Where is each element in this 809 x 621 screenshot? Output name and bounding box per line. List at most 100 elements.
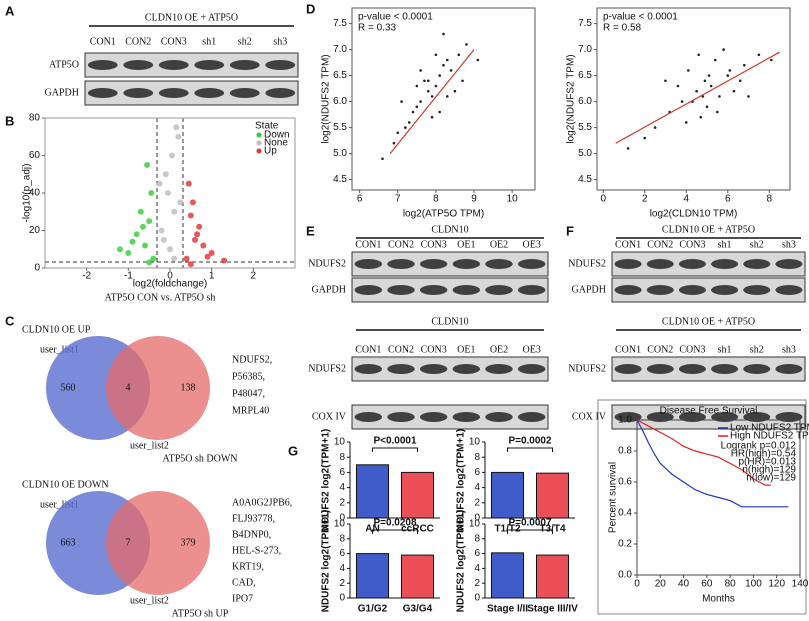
- blot-band: [614, 259, 642, 269]
- volcano-point: [171, 208, 178, 215]
- lane-label: CON1: [355, 239, 381, 250]
- volcano-point: [160, 236, 167, 243]
- blot-band: [354, 285, 383, 295]
- y-tick-label: 6.0: [333, 96, 347, 107]
- blot-title: CLDN10: [431, 224, 468, 235]
- lane-label: CON1: [615, 344, 641, 355]
- lane-label: CON2: [647, 239, 673, 250]
- panel-label: A: [5, 3, 15, 18]
- x-tick-label: Stage III/IV: [527, 604, 578, 615]
- y-tick-label: 7.5: [333, 18, 347, 29]
- blot-band: [485, 364, 513, 374]
- y-tick-label: 4: [339, 482, 345, 493]
- scatter-point: [415, 84, 419, 88]
- scatter-point: [713, 58, 717, 62]
- y-tick-label: 80: [29, 113, 41, 124]
- bar: [356, 553, 389, 599]
- annotation: p-value < 0.0001: [603, 12, 678, 23]
- venn-count: 560: [61, 382, 76, 393]
- scatter-point: [411, 110, 415, 114]
- blot-membrane: [611, 404, 806, 430]
- y-tick-label: 4.5: [578, 174, 592, 185]
- x-tick-label: 10: [507, 194, 519, 205]
- bar: [356, 464, 389, 519]
- volcano-point: [196, 223, 203, 230]
- panel-label: D: [306, 1, 315, 16]
- y-tick-label: 40: [29, 188, 41, 199]
- scatter-point: [446, 58, 449, 62]
- volcano-point: [146, 218, 153, 225]
- scatter-point: [426, 79, 430, 83]
- x-tick-label: T3/T4: [539, 524, 566, 535]
- x-tick-label: Stage I/II: [487, 604, 528, 615]
- y-tick-label: 0: [474, 593, 480, 604]
- blot-band: [678, 285, 706, 295]
- scatter-point: [732, 89, 736, 93]
- y-tick-label: 8: [474, 533, 480, 544]
- y-tick-label: 1.0: [618, 415, 632, 426]
- blot-band: [646, 364, 674, 374]
- scatter-point: [716, 110, 719, 114]
- y-axis-label: NDUFS2 log2(TPM+1): [456, 510, 467, 613]
- volcano-point: [139, 223, 146, 230]
- venn-count: 138: [181, 382, 196, 393]
- x-tick-label: 40: [678, 579, 690, 590]
- y-tick-label: 0: [34, 263, 40, 274]
- x-tick-label: 8: [766, 194, 772, 205]
- gene-name: B4DNP0,: [232, 529, 271, 540]
- scatter-point: [664, 79, 667, 83]
- y-tick-label: 6.5: [333, 70, 347, 81]
- x-tick-label: 0: [600, 194, 606, 205]
- statistic: n(low)=129: [746, 473, 796, 484]
- scatter-point: [407, 121, 411, 124]
- volcano-point: [175, 133, 182, 140]
- volcano-point: [169, 152, 176, 159]
- legend-title: State: [255, 121, 279, 132]
- legend-label: Up: [264, 146, 277, 157]
- blot-band: [87, 88, 118, 98]
- volcano-point: [156, 180, 163, 187]
- x-tick-label: 0: [167, 271, 173, 282]
- y-axis-label: log2(NDUFS2 TPM): [321, 54, 332, 143]
- y-tick-label: 6: [474, 467, 480, 478]
- gene-name: KRT19,: [232, 561, 264, 572]
- scatter-point: [707, 74, 711, 77]
- y-tick-label: 6.0: [578, 96, 592, 107]
- fit-line: [615, 51, 780, 144]
- scatter-point: [747, 95, 750, 98]
- y-tick-label: 0.4: [618, 508, 632, 519]
- significance-bracket: [372, 447, 418, 452]
- blot-band: [194, 60, 225, 70]
- blot-band: [452, 259, 481, 269]
- statistic: HR(high)=0.54: [731, 449, 797, 460]
- lane-label: sh1: [202, 36, 216, 47]
- row-label: GAPDH: [312, 284, 346, 295]
- volcano-point: [146, 259, 153, 266]
- annotation: R = 0.33: [358, 23, 397, 34]
- lane-label: sh3: [273, 36, 287, 47]
- caption: ATP5O CON vs. ATP5O sh: [105, 292, 216, 303]
- scatter-point: [695, 89, 698, 93]
- chart-title: Disease Free Survival: [660, 406, 758, 417]
- scatter-point: [430, 95, 434, 98]
- set-name: user_list1: [40, 344, 79, 355]
- scatter-point: [419, 69, 422, 72]
- bar: [536, 472, 569, 519]
- blot-membrane: [84, 80, 299, 106]
- blot-band: [419, 285, 448, 295]
- blot-membrane: [351, 277, 549, 303]
- blot-band: [743, 364, 771, 374]
- volcano-point: [167, 246, 173, 253]
- y-axis-label: log2(NDUFS2 TPM): [566, 54, 577, 143]
- y-tick-label: 6.5: [578, 70, 592, 81]
- y-tick-label: 5.5: [333, 122, 347, 133]
- x-tick-label: 9: [471, 194, 477, 205]
- x-tick-label: 140: [792, 579, 809, 590]
- lane-label: sh1: [718, 344, 732, 355]
- x-tick-label: 1: [209, 271, 215, 282]
- venn-count: 663: [61, 537, 76, 548]
- volcano-point: [204, 253, 211, 260]
- y-tick-label: 5.0: [578, 148, 592, 159]
- blot-membrane: [351, 404, 549, 430]
- set-name: user_list1: [40, 499, 79, 510]
